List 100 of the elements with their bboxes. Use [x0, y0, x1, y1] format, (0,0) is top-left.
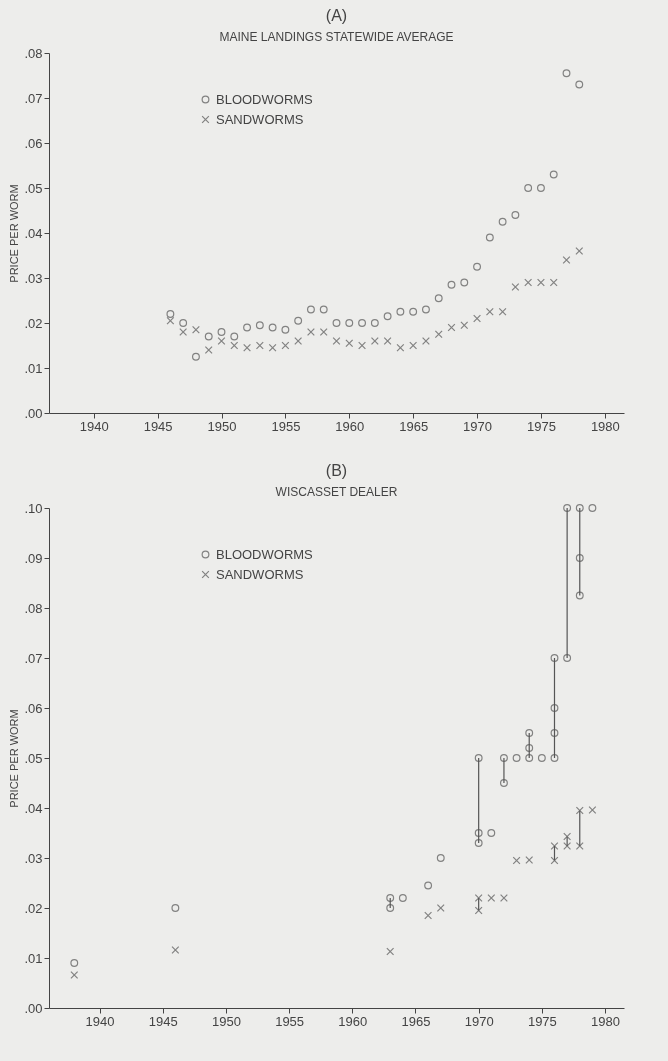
- point: [268, 343, 277, 352]
- point: [549, 170, 558, 179]
- chart-title: (A): [325, 7, 348, 24]
- x-tick-label: 1940: [85, 1013, 115, 1029]
- point: [281, 325, 290, 334]
- point: [70, 971, 79, 979]
- point: [563, 842, 572, 850]
- x-tick-label: 1950: [207, 418, 237, 434]
- point: [575, 591, 584, 600]
- y-tick-label: .04: [24, 800, 43, 816]
- y-tick-label: .00: [24, 405, 43, 421]
- chart-subtitle: WISCASSET DEALER: [275, 485, 398, 499]
- point: [436, 904, 445, 912]
- legend-label: SANDWORMS: [216, 111, 304, 127]
- y-tick-label: .08: [24, 45, 43, 61]
- point: [499, 779, 508, 787]
- point: [409, 307, 418, 316]
- point: [358, 341, 367, 350]
- x-tick-label: 1970: [464, 1013, 494, 1029]
- point: [512, 754, 521, 762]
- point: [575, 504, 584, 512]
- point: [306, 328, 315, 336]
- point: [474, 839, 483, 847]
- y-tick-label: .08: [24, 600, 43, 616]
- point: [575, 842, 584, 850]
- point: [575, 554, 584, 562]
- point: [255, 341, 264, 350]
- point: [358, 319, 367, 327]
- point: [281, 341, 290, 350]
- point: [575, 80, 584, 89]
- point: [171, 904, 180, 912]
- x-tick-label: 1945: [143, 418, 173, 434]
- y-tick-label: .05: [24, 180, 43, 196]
- point: [332, 319, 341, 327]
- point: [563, 832, 572, 841]
- point: [421, 305, 430, 314]
- point: [179, 319, 188, 327]
- point: [536, 278, 545, 287]
- point: [171, 946, 180, 954]
- y-tick-label: .03: [24, 270, 43, 286]
- point: [485, 307, 494, 316]
- point: [436, 854, 445, 862]
- y-tick-label: .07: [24, 90, 43, 106]
- point: [525, 729, 534, 737]
- y-axis-title: PRICE PER WORM: [8, 184, 21, 283]
- x-tick-label: 1975: [526, 418, 556, 434]
- point: [537, 754, 546, 762]
- y-tick-label: .02: [24, 900, 43, 916]
- point: [474, 754, 483, 762]
- point: [550, 704, 559, 712]
- y-tick-label: .02: [24, 315, 43, 331]
- point: [230, 332, 239, 341]
- point: [398, 894, 407, 902]
- point: [588, 806, 597, 814]
- point: [550, 654, 559, 662]
- point: [487, 829, 496, 837]
- point: [511, 283, 520, 291]
- point: [499, 894, 508, 902]
- x-tick-label: 1965: [401, 1013, 431, 1029]
- point: [396, 307, 405, 316]
- y-tick-label: .01: [24, 360, 43, 376]
- y-tick-label: .03: [24, 850, 43, 866]
- point: [588, 504, 597, 512]
- point: [525, 744, 534, 752]
- point: [386, 904, 395, 912]
- point: [550, 856, 559, 865]
- x-tick-label: 1980: [590, 418, 620, 434]
- point: [166, 316, 175, 325]
- point: [563, 504, 572, 512]
- point: [332, 337, 341, 345]
- point: [243, 343, 252, 352]
- point: [166, 310, 175, 318]
- x-tick-label: 1960: [335, 418, 365, 434]
- point: [499, 754, 508, 762]
- y-tick-label: .07: [24, 650, 43, 666]
- point: [191, 352, 200, 361]
- point: [524, 278, 533, 287]
- point: [474, 906, 483, 915]
- point: [563, 654, 572, 662]
- x-tick-label: 1975: [527, 1013, 557, 1029]
- point: [294, 337, 303, 345]
- y-axis-title: PRICE PER WORM: [8, 709, 21, 808]
- x-tick-label: 1980: [591, 1013, 620, 1029]
- point: [511, 211, 520, 219]
- point: [536, 184, 545, 192]
- point: [447, 323, 456, 332]
- point: [243, 323, 252, 332]
- y-tick-label: .01: [24, 950, 43, 966]
- y-tick-label: .06: [24, 700, 43, 716]
- point: [383, 337, 392, 345]
- point: [498, 217, 507, 226]
- point: [217, 328, 226, 336]
- point: [268, 323, 277, 332]
- point: [550, 754, 559, 762]
- y-tick-label: .04: [24, 225, 43, 241]
- point: [424, 911, 433, 920]
- y-tick-label: .10: [24, 500, 43, 516]
- point: [319, 305, 328, 314]
- point: [447, 280, 456, 289]
- point: [487, 894, 496, 902]
